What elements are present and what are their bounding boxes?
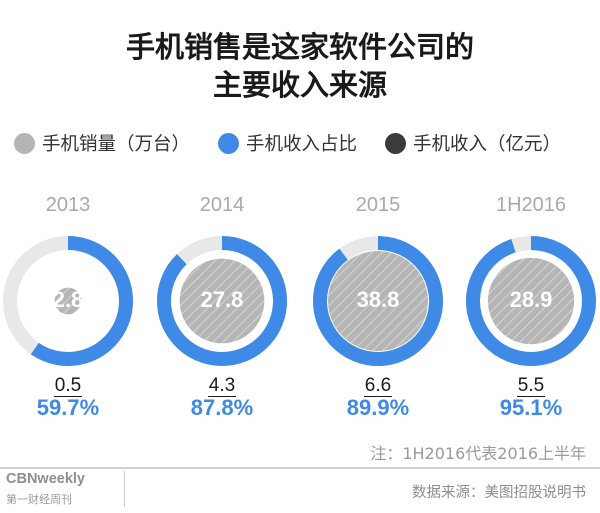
revenue-value-label: 0.5 xyxy=(53,375,83,397)
legend-item-share: 手机收入占比 xyxy=(218,130,357,156)
sales-circle-1H2016 xyxy=(487,257,575,345)
share-value-label: 59.7% xyxy=(36,395,100,420)
year-label: 2013 xyxy=(45,194,91,216)
footer-divider xyxy=(0,467,600,469)
title-line-1: 手机销售是这家软件公司的 xyxy=(125,30,474,64)
sales-value-label: 2.8 xyxy=(52,287,84,312)
legend-swatch-revenue xyxy=(385,132,407,154)
share-value-label: 89.9% xyxy=(346,395,410,420)
sales-circle-2014 xyxy=(179,258,265,344)
brand-logo-cn: 第一财经周刊 xyxy=(6,493,72,506)
brand-separator xyxy=(124,471,125,507)
year-label: 1H2016 xyxy=(495,194,567,216)
legend-label-sales: 手机销量（万台） xyxy=(42,134,191,155)
year-label: 2014 xyxy=(199,194,245,216)
sales-value-label: 38.8 xyxy=(356,287,400,312)
share-arc-2015 xyxy=(313,236,443,366)
share-value-label: 95.1% xyxy=(499,395,563,420)
legend-swatch-share xyxy=(218,132,240,154)
share-arc-2013 xyxy=(30,236,133,366)
legend-swatch-sales xyxy=(14,132,35,154)
brand-logo-en: CBNweekly xyxy=(6,471,85,487)
sales-circle-2013 xyxy=(54,287,82,315)
sales-value-label: 28.9 xyxy=(509,287,553,312)
data-source: 数据来源：美图招股说明书 xyxy=(412,485,586,501)
share-value-label: 87.8% xyxy=(190,395,254,420)
year-label: 2015 xyxy=(355,194,401,216)
revenue-value-label: 6.6 xyxy=(363,375,393,397)
sales-value-label: 27.8 xyxy=(200,287,244,312)
legend-label-share: 手机收入占比 xyxy=(246,134,358,155)
legend-label-revenue: 手机收入（亿元） xyxy=(413,134,562,155)
legend-item-revenue: 手机收入（亿元） xyxy=(385,130,561,156)
revenue-value-label: 5.5 xyxy=(516,375,546,397)
footnote: 注：1H2016代表2016上半年 xyxy=(370,444,586,463)
legend-item-sales: 手机销量（万台） xyxy=(14,130,190,156)
legend: 手机销量（万台） 手机收入占比 手机收入（亿元） xyxy=(14,128,600,158)
share-arc-2014 xyxy=(157,236,287,366)
share-arc-1H2016 xyxy=(466,236,596,366)
sales-circle-2015 xyxy=(328,251,428,351)
title-line-2: 主要收入来源 xyxy=(212,68,387,102)
revenue-value-label: 4.3 xyxy=(207,375,237,397)
